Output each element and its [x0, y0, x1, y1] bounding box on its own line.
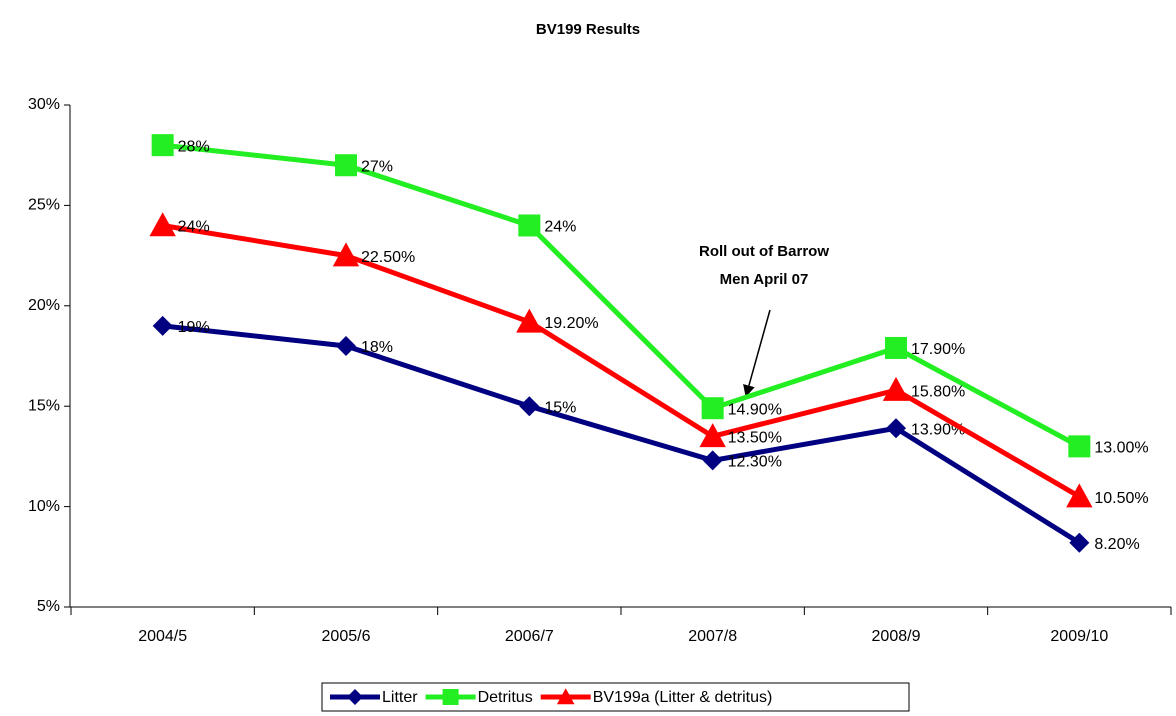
data-label: 18% — [361, 339, 393, 356]
x-tick-label: 2009/10 — [1050, 628, 1108, 645]
marker — [519, 396, 540, 417]
marker — [516, 308, 543, 333]
data-label: 28% — [178, 138, 210, 155]
marker — [701, 397, 724, 420]
data-label: 24% — [544, 219, 576, 236]
y-tick-label: 20% — [28, 297, 60, 314]
legend-label: Detritus — [478, 689, 533, 706]
legend-label: BV199a (Litter & detritus) — [593, 689, 773, 706]
marker — [702, 450, 723, 471]
marker — [151, 134, 174, 157]
marker — [149, 212, 176, 237]
marker — [699, 423, 726, 448]
data-label: 19% — [178, 319, 210, 336]
marker — [336, 335, 356, 356]
marker — [152, 315, 173, 336]
series-line — [162, 223, 1081, 499]
data-label: 14.90% — [728, 401, 782, 418]
data-label: 8.20% — [1094, 536, 1139, 553]
annotation: Roll out of Barrow — [699, 243, 829, 260]
marker — [886, 418, 906, 439]
marker — [1068, 435, 1091, 458]
marker — [885, 336, 907, 359]
x-tick-label: 2008/9 — [872, 628, 921, 645]
x-tick-label: 2005/6 — [322, 628, 371, 645]
annotation: Men April 07 — [720, 271, 809, 288]
marker — [1069, 532, 1090, 553]
data-label: 15.80% — [911, 383, 965, 400]
marker — [347, 689, 363, 705]
y-tick-label: 10% — [28, 498, 60, 515]
chart-title: BV199 Results — [536, 21, 640, 38]
data-label: 13.50% — [728, 430, 782, 447]
data-label: 19.20% — [544, 315, 598, 332]
data-label: 15% — [544, 399, 576, 416]
annotation-arrow — [743, 309, 771, 398]
marker — [518, 214, 541, 237]
series-line — [162, 323, 1081, 545]
legend-label: Litter — [382, 689, 418, 706]
data-label: 13.00% — [1094, 440, 1148, 457]
marker — [556, 688, 575, 705]
data-label: 13.90% — [911, 422, 965, 439]
y-tick-label: 5% — [37, 598, 60, 615]
data-label: 27% — [361, 158, 393, 175]
marker — [882, 376, 910, 401]
data-label: 22.50% — [361, 249, 415, 266]
y-tick-label: 25% — [28, 197, 60, 214]
marker — [335, 154, 357, 177]
data-label: 10.50% — [1094, 490, 1148, 507]
x-tick-label: 2007/8 — [688, 628, 737, 645]
x-tick-label: 2006/7 — [505, 628, 554, 645]
x-tick-label: 2004/5 — [138, 628, 187, 645]
y-tick-label: 15% — [28, 397, 60, 414]
marker — [332, 242, 360, 267]
data-label: 24% — [178, 219, 210, 236]
data-label: 12.30% — [728, 454, 782, 471]
data-label: 17.90% — [911, 341, 965, 358]
marker — [442, 689, 459, 705]
marker — [1066, 483, 1093, 508]
legend — [321, 682, 910, 712]
y-tick-label: 30% — [28, 96, 60, 113]
series-line — [162, 142, 1081, 449]
